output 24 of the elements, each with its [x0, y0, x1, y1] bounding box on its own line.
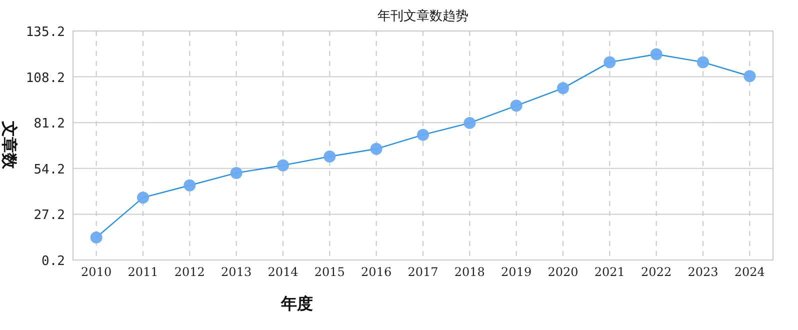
- x-tick-label: 2011: [128, 265, 158, 279]
- x-tick-label: 2016: [361, 265, 392, 279]
- x-tick-label: 2020: [548, 265, 578, 279]
- x-tick-label: 2017: [408, 265, 438, 279]
- x-tick-label: 2012: [174, 265, 205, 279]
- x-tick-label: 2023: [688, 265, 718, 279]
- x-tick-label: 2015: [314, 265, 345, 279]
- x-tick-label: 2013: [221, 265, 252, 279]
- y-tick-label: 27.2: [34, 208, 65, 224]
- x-axis-title: 年度: [280, 294, 313, 313]
- x-tick-label: 2018: [454, 265, 485, 279]
- y-tick-label: 81.2: [34, 116, 65, 132]
- y-tick-label: 135.2: [26, 25, 65, 40]
- x-tick-label: 2010: [81, 265, 112, 279]
- chart-title: 年刊文章数趋势: [378, 9, 468, 24]
- y-tick-label: 0.2: [42, 254, 65, 269]
- x-tick-label: 2022: [641, 265, 672, 279]
- x-tick-label: 2021: [594, 265, 625, 279]
- x-tick-label: 2019: [501, 265, 532, 279]
- y-axis-title: 文章数: [0, 120, 19, 170]
- x-tick-label: 2024: [734, 265, 766, 279]
- y-tick-label: 54.2: [34, 162, 65, 178]
- y-tick-label: 108.2: [26, 70, 65, 86]
- x-tick-label: 2014: [268, 265, 299, 279]
